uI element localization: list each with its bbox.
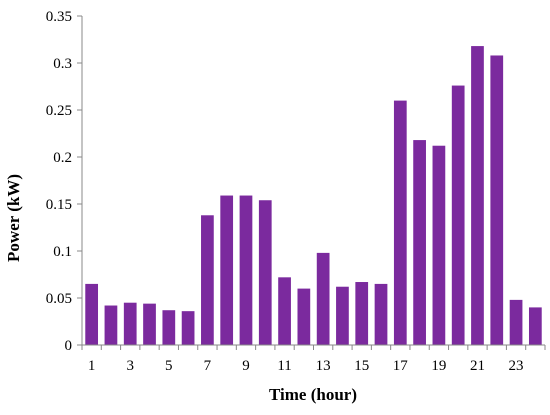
bar-hour-19 [432, 145, 446, 345]
bar-hour-16 [374, 283, 388, 345]
x-tick-label: 1 [88, 358, 96, 374]
axes-group [77, 15, 546, 350]
y-tick-label: 0.35 [46, 9, 72, 25]
x-tick-labels: 1 3 5 7 9 11 13 15 17 19 21 23 [88, 358, 524, 374]
x-tick-label: 3 [126, 358, 134, 374]
x-tick-label: 7 [204, 358, 212, 374]
x-tick-label: 21 [470, 358, 485, 374]
y-axis-title: Power (kW) [4, 174, 23, 262]
bar-hour-9 [239, 195, 253, 345]
bar-hour-1 [85, 283, 99, 345]
bar-hour-5 [162, 310, 176, 345]
y-tick-label: 0.2 [53, 150, 72, 166]
y-tick-label: 0.1 [53, 244, 72, 260]
bar-hour-8 [220, 195, 234, 345]
bar-hour-3 [123, 302, 137, 345]
bar-hour-7 [201, 215, 214, 345]
bar-hour-24 [528, 307, 542, 345]
bar-hour-22 [490, 55, 504, 345]
bar-hour-10 [258, 200, 272, 345]
x-tick-label: 15 [354, 358, 369, 374]
bar-hour-4 [143, 303, 156, 345]
x-tick-label: 5 [165, 358, 173, 374]
x-tick-label: 17 [393, 358, 409, 374]
y-tick-label: 0.25 [46, 103, 72, 119]
x-tick-label: 19 [431, 358, 446, 374]
bar-hour-15 [355, 282, 369, 345]
bar-hour-13 [316, 252, 330, 345]
y-tick-label: 0.15 [46, 197, 72, 213]
bar-hour-17 [393, 100, 407, 345]
bar-hour-23 [509, 299, 523, 345]
y-tick-label: 0 [65, 338, 73, 354]
bar-hour-14 [336, 286, 349, 345]
bar-hour-11 [278, 277, 291, 345]
x-axis-title: Time (hour) [269, 385, 357, 404]
x-tick-label: 23 [509, 358, 524, 374]
bar-hour-12 [297, 288, 311, 345]
bars-group [85, 46, 542, 345]
y-tick-label: 0.3 [53, 56, 72, 72]
y-tick-labels: 0 0.05 0.1 0.15 0.2 0.25 0.3 0.35 [46, 9, 72, 354]
bar-hour-2 [104, 305, 118, 345]
bar-hour-6 [181, 311, 195, 345]
x-tick-label: 11 [277, 358, 291, 374]
bar-hour-21 [471, 46, 484, 345]
bar-hour-20 [451, 85, 465, 345]
y-tick-label: 0.05 [46, 291, 72, 307]
x-tick-label: 13 [316, 358, 331, 374]
x-tick-label: 9 [242, 358, 250, 374]
bar-hour-18 [413, 140, 426, 345]
